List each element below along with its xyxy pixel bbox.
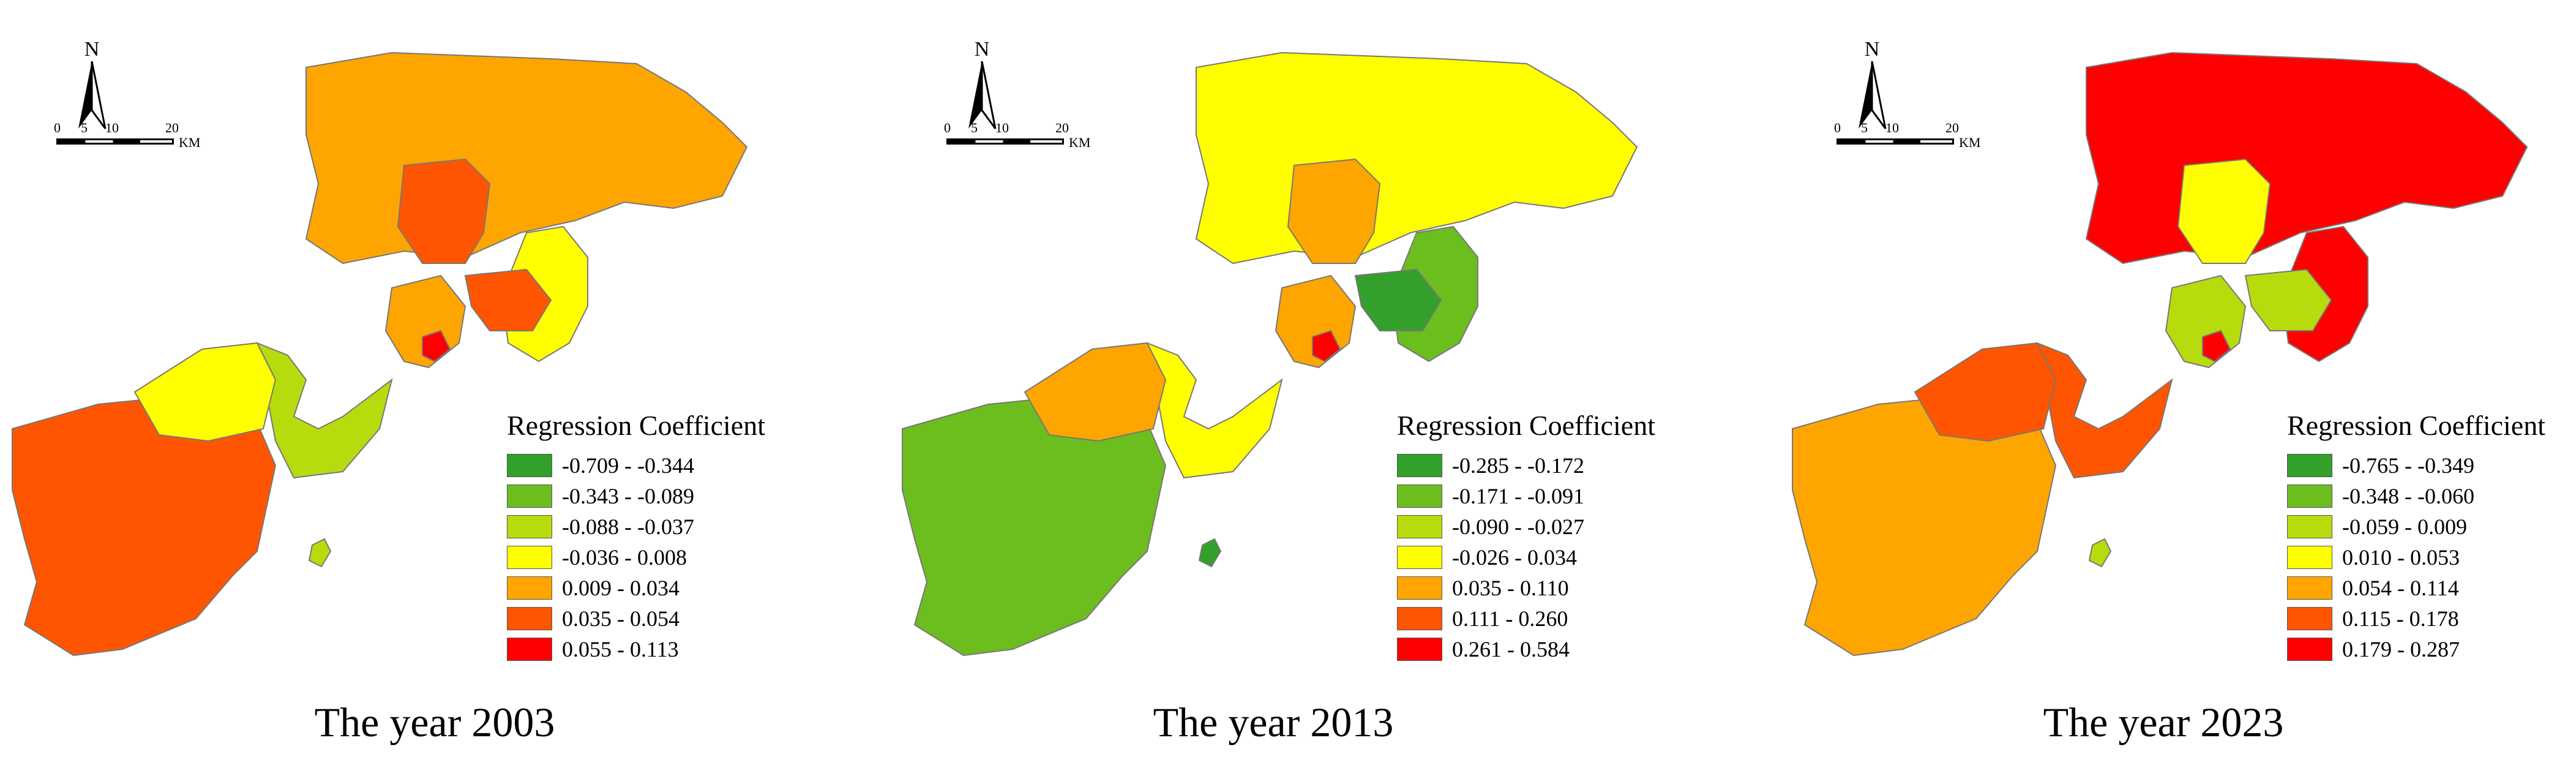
map-region-west-lower (1792, 397, 2057, 657)
scale-tick: 5 (81, 120, 88, 135)
legend-item: -0.088 - -0.037 (507, 511, 850, 542)
scale-tick: 0 (1834, 120, 1841, 135)
map-region-island (2088, 538, 2112, 568)
legend-item: -0.709 - -0.344 (507, 450, 850, 481)
north-letter: N (84, 38, 100, 61)
legend-item: -0.348 - -0.060 (2287, 481, 2576, 511)
scale-bar-graphic (1837, 138, 1954, 145)
map-region-center (2177, 158, 2271, 264)
map-panel (902, 51, 1638, 657)
north-arrow-icon (78, 61, 107, 129)
legend-item: 0.179 - 0.287 (2287, 634, 2576, 665)
scale-tick: 5 (1861, 120, 1868, 135)
legend-item: -0.090 - -0.027 (1397, 511, 1740, 542)
scale-tick: 10 (1885, 120, 1899, 135)
map-panel (1792, 51, 2528, 657)
legend-title: Regression Coefficient (507, 410, 765, 441)
legend-3: Regression Coefficient -0.765 - -0.349 -… (2287, 409, 2576, 665)
map-region-center (397, 158, 491, 264)
map-region-center (1287, 158, 1381, 264)
map-region-west-lower (12, 397, 277, 657)
north-letter: N (974, 38, 990, 61)
map-region-west-upper (256, 342, 393, 479)
legend-item: 0.035 - 0.054 (507, 603, 850, 634)
scale-bar-graphic (56, 138, 174, 145)
scale-bar-3: 0 5 10 20 KM (1834, 120, 1983, 157)
panel-title-2003: The year 2003 (314, 699, 555, 745)
north-arrow-3: N (1852, 38, 1914, 129)
map-region-east-inner (464, 268, 552, 331)
legend-item: 0.010 - 0.053 (2287, 542, 2576, 573)
legend-item: 0.009 - 0.034 (507, 573, 850, 603)
map-region-island (1198, 538, 1222, 568)
map-region-core (2202, 330, 2231, 363)
map-region-core (422, 330, 451, 363)
scale-tick: 20 (1055, 120, 1069, 135)
map-panel (12, 51, 748, 657)
map-region-east-inner (1354, 268, 1442, 331)
scale-tick: 20 (1945, 120, 1959, 135)
map-region-north (305, 51, 748, 265)
north-letter: N (1864, 38, 1880, 61)
scale-unit: KM (179, 135, 201, 150)
map-region-west-far (1024, 342, 1167, 442)
legend-item: -0.343 - -0.089 (507, 481, 850, 511)
legend-item: 0.115 - 0.178 (2287, 603, 2576, 634)
legend-title: Regression Coefficient (1397, 410, 1655, 441)
legend-item: 0.111 - 0.260 (1397, 603, 1740, 634)
map-region-core (1312, 330, 1341, 363)
map-region-west-far (133, 342, 277, 442)
map-region-island (308, 538, 332, 568)
scale-unit: KM (1069, 135, 1091, 150)
legend-item: -0.765 - -0.349 (2287, 450, 2576, 481)
scale-bar-2: 0 5 10 20 KM (944, 120, 1093, 157)
scale-tick: 10 (105, 120, 119, 135)
legend-item: -0.059 - 0.009 (2287, 511, 2576, 542)
map-region-west-upper (1146, 342, 1283, 479)
panel-title-2013: The year 2013 (1153, 699, 1394, 745)
map-region-north (1195, 51, 1638, 265)
map-region-west-far (1914, 342, 2057, 442)
scale-unit: KM (1959, 135, 1981, 150)
legend-item: -0.285 - -0.172 (1397, 450, 1740, 481)
map-region-west-lower (902, 397, 1167, 657)
north-arrow-2: N (962, 38, 1024, 129)
legend-title: Regression Coefficient (2287, 410, 2545, 441)
legend-item: -0.026 - 0.034 (1397, 542, 1740, 573)
legend-2: Regression Coefficient -0.285 - -0.172 -… (1397, 409, 1740, 665)
legend-1: Regression Coefficient -0.709 - -0.344 -… (507, 409, 850, 665)
scale-tick: 20 (165, 120, 179, 135)
scale-bar-1: 0 5 10 20 KM (54, 120, 203, 157)
north-arrow-icon (968, 61, 997, 129)
legend-item: 0.055 - 0.113 (507, 634, 850, 665)
panel-title-2023: The year 2023 (2043, 699, 2284, 745)
north-arrow-icon (1859, 61, 1887, 129)
scale-tick: 0 (944, 120, 951, 135)
scale-bar-graphic (946, 138, 1064, 145)
legend-item: -0.036 - 0.008 (507, 542, 850, 573)
legend-item: -0.171 - -0.091 (1397, 481, 1740, 511)
legend-item: 0.261 - 0.584 (1397, 634, 1740, 665)
legend-item: 0.054 - 0.114 (2287, 573, 2576, 603)
legend-item: 0.035 - 0.110 (1397, 573, 1740, 603)
map-region-west-upper (2036, 342, 2173, 479)
scale-tick: 0 (54, 120, 61, 135)
north-arrow-1: N (72, 38, 133, 129)
scale-tick: 5 (971, 120, 978, 135)
map-region-east-inner (2244, 268, 2332, 331)
scale-tick: 10 (995, 120, 1009, 135)
map-region-north (2085, 51, 2528, 265)
